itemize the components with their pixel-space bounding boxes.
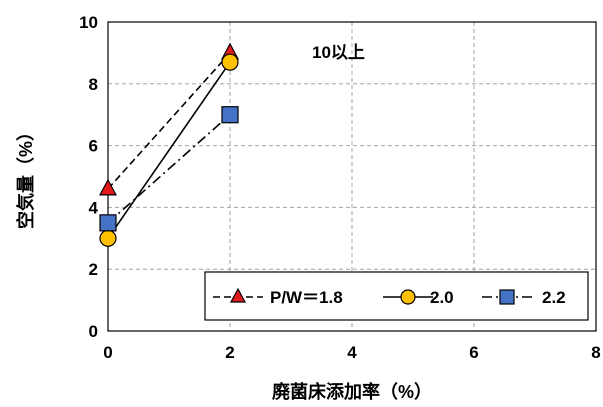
series-lines: [107, 52, 231, 239]
legend-label: 2.2: [542, 288, 566, 307]
x-tick-label: 4: [347, 343, 357, 362]
annotation-label: 10以上: [312, 43, 365, 62]
series-line: [107, 52, 231, 190]
x-tick-label: 0: [103, 343, 112, 362]
data-point-square: [221, 106, 239, 124]
grid: [108, 22, 596, 331]
data-point-triangle: [99, 178, 117, 196]
y-tick-label: 4: [89, 198, 99, 217]
legend-box: [204, 271, 589, 321]
y-tick-label: 8: [89, 75, 98, 94]
data-point-circle: [99, 229, 117, 247]
y-tick-label: 2: [89, 260, 98, 279]
y-axis-ticks: 0 2 4 6 8 10: [79, 13, 98, 341]
series-line: [107, 114, 231, 224]
x-axis-ticks: 0 2 4 6 8: [103, 343, 600, 362]
x-tick-label: 6: [469, 343, 478, 362]
legend-label: P/W＝1.8: [270, 288, 343, 307]
y-tick-label: 6: [89, 137, 98, 156]
y-tick-label: 10: [79, 13, 98, 32]
y-axis-label: 空気量（%）: [15, 123, 36, 229]
x-tick-label: 2: [225, 343, 234, 362]
legend-label: 2.0: [430, 288, 454, 307]
legend-marker-triangle: [229, 287, 247, 303]
data-point-square: [99, 214, 117, 232]
legend-marker-square: [499, 289, 515, 305]
y-tick-label: 0: [89, 322, 98, 341]
legend-marker-circle: [400, 289, 416, 305]
plot-area-border: [107, 21, 597, 332]
x-axis-label: 廃菌床添加率（%）: [272, 381, 432, 402]
series-line: [107, 61, 231, 239]
legend: P/W＝1.8 2.0 2.2: [204, 271, 589, 321]
x-tick-label: 8: [591, 343, 600, 362]
series-markers: [99, 42, 239, 247]
data-point-circle: [221, 53, 239, 71]
